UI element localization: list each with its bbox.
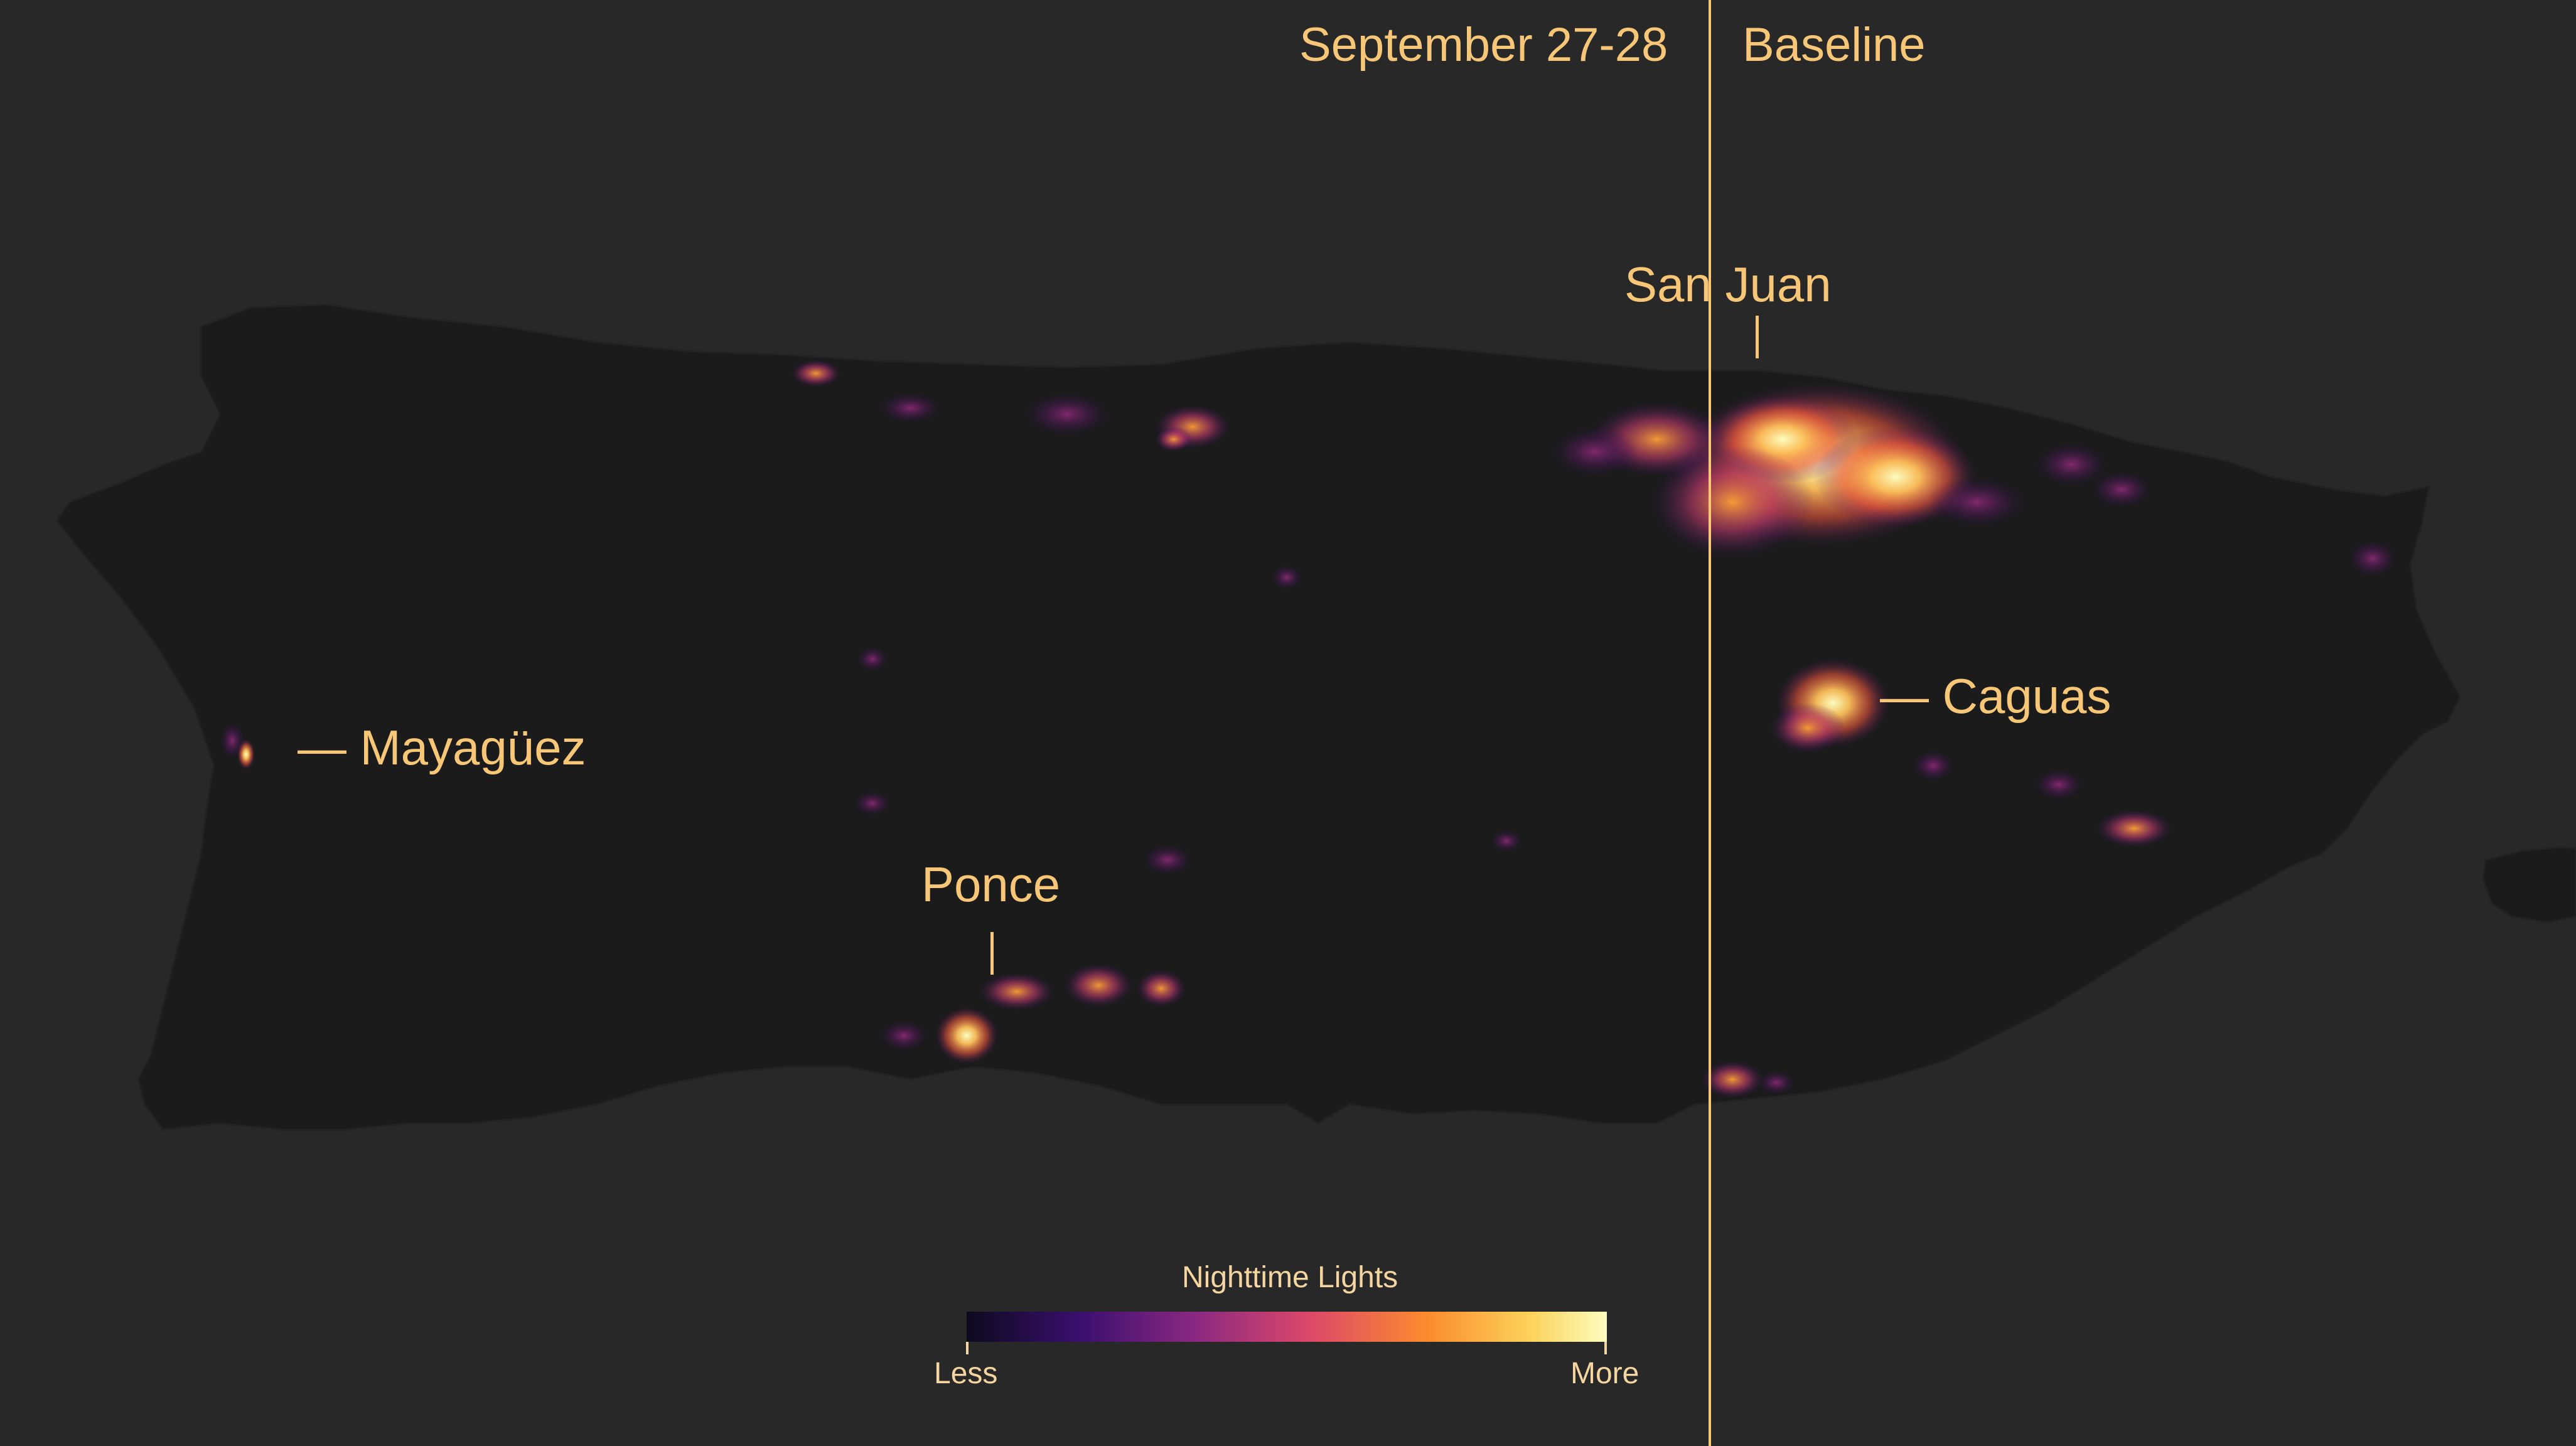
san-juan-label: San Juan — [1624, 257, 1832, 312]
vieques-island — [2481, 846, 2576, 924]
legend-max-label: More — [1570, 1357, 1640, 1390]
caguas-label: — Caguas — [1880, 668, 2112, 724]
legend-min-label: Less — [934, 1357, 998, 1390]
legend-color-bar — [967, 1312, 1607, 1342]
date-label: September 27-28 — [1299, 18, 1668, 72]
legend-tick-less — [966, 1342, 969, 1354]
san-juan-lights — [1550, 383, 2109, 559]
legend-title: Nighttime Lights — [1182, 1261, 1398, 1294]
ponce-lights — [879, 963, 1186, 1064]
legend-tick-more — [1604, 1342, 1607, 1354]
ponce-leader-line — [990, 932, 994, 975]
mayaguez-label: — Mayagüez — [298, 720, 586, 775]
baseline-label: Baseline — [1742, 18, 1926, 72]
scattered-lights — [791, 360, 2398, 1098]
caguas-lights — [1770, 659, 1889, 753]
mayaguez-lights — [220, 722, 255, 769]
ponce-label: Ponce — [921, 857, 1061, 912]
san-juan-leader-line — [1756, 316, 1759, 358]
comparison-divider[interactable] — [1709, 0, 1711, 1446]
